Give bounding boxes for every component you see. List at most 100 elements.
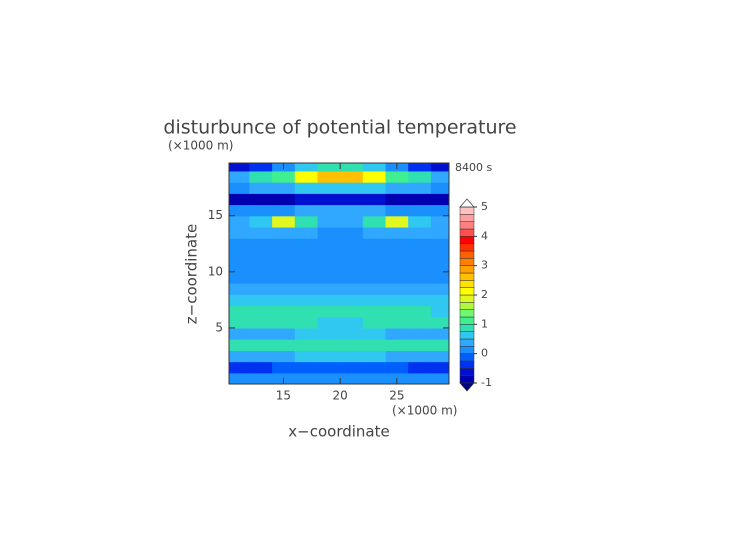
field-cell (229, 193, 251, 206)
colorbar-segment (459, 250, 475, 259)
field-cell (249, 327, 273, 340)
field-cell (294, 283, 319, 295)
field-cell (340, 226, 364, 239)
colorbar-segment (459, 236, 475, 244)
field-cell (229, 170, 251, 183)
field-cell (294, 271, 319, 284)
field-cell (430, 327, 449, 340)
colorbar-segment (459, 206, 475, 215)
field-cell (294, 316, 319, 329)
field-cell (249, 163, 273, 172)
field-cell (408, 204, 432, 217)
field-cell (294, 260, 319, 273)
field-cell (430, 339, 449, 351)
field (229, 163, 449, 384)
colorbar-segment (459, 265, 475, 274)
field-cell (317, 215, 341, 228)
field-cell (340, 193, 364, 206)
field-cell (272, 361, 296, 374)
colorbar-segment (459, 272, 475, 281)
field-cell (249, 193, 273, 206)
field-cell (249, 170, 273, 183)
field-cell (249, 271, 273, 284)
field-cell (385, 361, 409, 374)
field-cell (294, 204, 319, 217)
field-cell (385, 316, 409, 329)
field-cell (408, 350, 432, 363)
field-cell (385, 294, 409, 307)
field-cell (408, 294, 432, 307)
field-cell (362, 163, 387, 172)
field-cell (340, 238, 364, 250)
field-cell (430, 193, 449, 206)
field-cell (229, 316, 251, 329)
field-cell (229, 163, 251, 172)
colorbar-segment (459, 331, 475, 340)
field-cell (272, 249, 296, 262)
field-cell (385, 350, 409, 363)
field-cell (430, 316, 449, 329)
field-cell (408, 339, 432, 351)
field-cell (317, 226, 341, 239)
field-cell (294, 163, 319, 172)
field-cell (317, 372, 341, 384)
field-cell (317, 305, 341, 318)
field-cell (430, 283, 449, 295)
field-cell (362, 294, 387, 307)
field-cell (340, 372, 364, 384)
field-cell (294, 305, 319, 318)
colorbar-segment (459, 302, 475, 310)
field-cell (229, 249, 251, 262)
colorbar-segment (459, 338, 475, 347)
field-cell (408, 163, 432, 172)
field-cell (249, 361, 273, 374)
y-tick-label: 10 (208, 264, 223, 278)
field-cell (340, 316, 364, 329)
field-cell (362, 238, 387, 250)
field-cell (385, 271, 409, 284)
field-cell (249, 350, 273, 363)
field-cell (317, 361, 341, 374)
field-cell (294, 339, 319, 351)
field-cell (430, 361, 449, 374)
field-cell (294, 215, 319, 228)
field-cell (430, 182, 449, 194)
field-cell (317, 193, 341, 206)
field-cell (340, 327, 364, 340)
field-cell (362, 271, 387, 284)
field-cell (317, 350, 341, 363)
field-cell (362, 260, 387, 273)
field-cell (430, 271, 449, 284)
field-cell (229, 350, 251, 363)
field-cell (430, 350, 449, 363)
colorbar-segment (459, 214, 475, 222)
field-cell (430, 305, 449, 318)
field-cell (408, 260, 432, 273)
field-cell (385, 182, 409, 194)
colorbar-segment (459, 360, 475, 369)
colorbar-tick-label: -1 (481, 376, 492, 389)
field-cell (362, 350, 387, 363)
field-cell (249, 215, 273, 228)
field-cell (317, 238, 341, 250)
field-cell (340, 294, 364, 307)
field-cell (249, 372, 273, 384)
colorbar-segment (459, 368, 475, 376)
field-cell (362, 361, 387, 374)
x-tick-label: 20 (332, 389, 347, 403)
field-cell (317, 271, 341, 284)
field-cell (317, 204, 341, 217)
field-cell (408, 249, 432, 262)
field-cell (272, 271, 296, 284)
field-cell (340, 350, 364, 363)
field-cell (362, 339, 387, 351)
field-cell (229, 260, 251, 273)
field-cell (272, 170, 296, 183)
field-cell (317, 170, 341, 183)
field-cell (317, 249, 341, 262)
field-cell (229, 283, 251, 295)
field-cell (249, 260, 273, 273)
field-cell (340, 361, 364, 374)
field-cell (272, 215, 296, 228)
field-cell (385, 305, 409, 318)
